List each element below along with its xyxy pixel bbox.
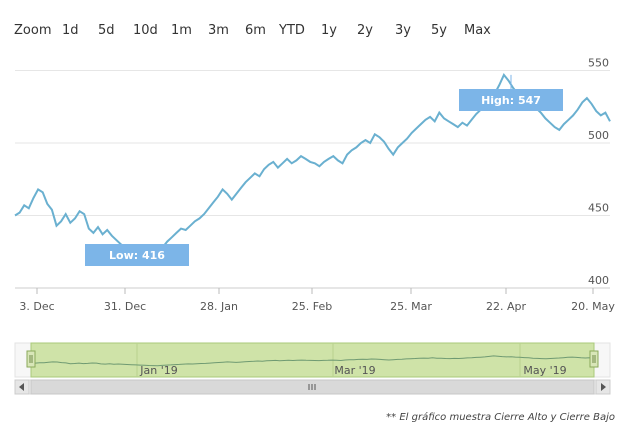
- y-tick-label: 450: [588, 202, 609, 215]
- zoom-1m-button[interactable]: 1m: [171, 23, 192, 38]
- y-tick-label: 500: [588, 129, 609, 142]
- zoom-6m-button[interactable]: 6m: [245, 23, 266, 38]
- x-tick-label: 20. May: [571, 300, 615, 313]
- x-tick-label: 31. Dec: [104, 300, 146, 313]
- flag-label: Low: 416: [109, 249, 165, 262]
- zoom-max-button[interactable]: Max: [464, 23, 491, 38]
- zoom-5d-button[interactable]: 5d: [98, 23, 115, 38]
- zoom-3y-button[interactable]: 3y: [395, 23, 411, 38]
- zoom-label: Zoom: [14, 23, 52, 38]
- zoom-ytd-button[interactable]: YTD: [279, 23, 305, 38]
- navigator-right-handle[interactable]: [589, 350, 599, 368]
- navigator-tick-label: May '19: [523, 364, 566, 377]
- zoom-3m-button[interactable]: 3m: [208, 23, 229, 38]
- chart-footnote: ** El gráfico muestra Cierre Alto y Cier…: [386, 412, 615, 423]
- x-tick-label: 25. Feb: [292, 300, 332, 313]
- x-tick-label: 28. Jan: [200, 300, 238, 313]
- navigator-panel[interactable]: Jan '19 Mar '19 May '19: [0, 335, 625, 400]
- navigator-tick-label: Mar '19: [334, 364, 375, 377]
- navigator-left-handle[interactable]: [26, 350, 36, 368]
- zoom-1d-button[interactable]: 1d: [62, 23, 79, 38]
- price-line-chart: 400 450 500 550 3. Dec 31. Dec 28. Jan 25. Feb 2…: [14, 57, 615, 313]
- y-tick-label: 550: [588, 57, 609, 70]
- zoom-5y-button[interactable]: 5y: [431, 23, 447, 38]
- flag-label: High: 547: [481, 94, 541, 107]
- scroll-right-arrow-icon: [601, 383, 606, 391]
- navigator-series-line: [30, 355, 595, 367]
- x-tick-label: 3. Dec: [19, 300, 54, 313]
- low-annotation-flag: Low: 416: [85, 244, 189, 266]
- y-tick-label: 400: [588, 274, 609, 287]
- zoom-toolbar: Zoom 1d 5d 10d 1m 3m 6m YTD 1y 2y 3y 5y …: [0, 0, 625, 50]
- x-tick-label: 22. Apr: [486, 300, 526, 313]
- scroll-left-arrow-icon: [19, 383, 24, 391]
- zoom-1y-button[interactable]: 1y: [321, 23, 337, 38]
- flag-box: [85, 244, 189, 266]
- high-annotation-flag: High: 547: [459, 74, 563, 111]
- flag-box: [459, 89, 563, 111]
- zoom-10d-button[interactable]: 10d: [133, 23, 158, 38]
- zoom-2y-button[interactable]: 2y: [357, 23, 373, 38]
- x-tick-label: 25. Mar: [390, 300, 432, 313]
- navigator-tick-label: Jan '19: [139, 364, 177, 377]
